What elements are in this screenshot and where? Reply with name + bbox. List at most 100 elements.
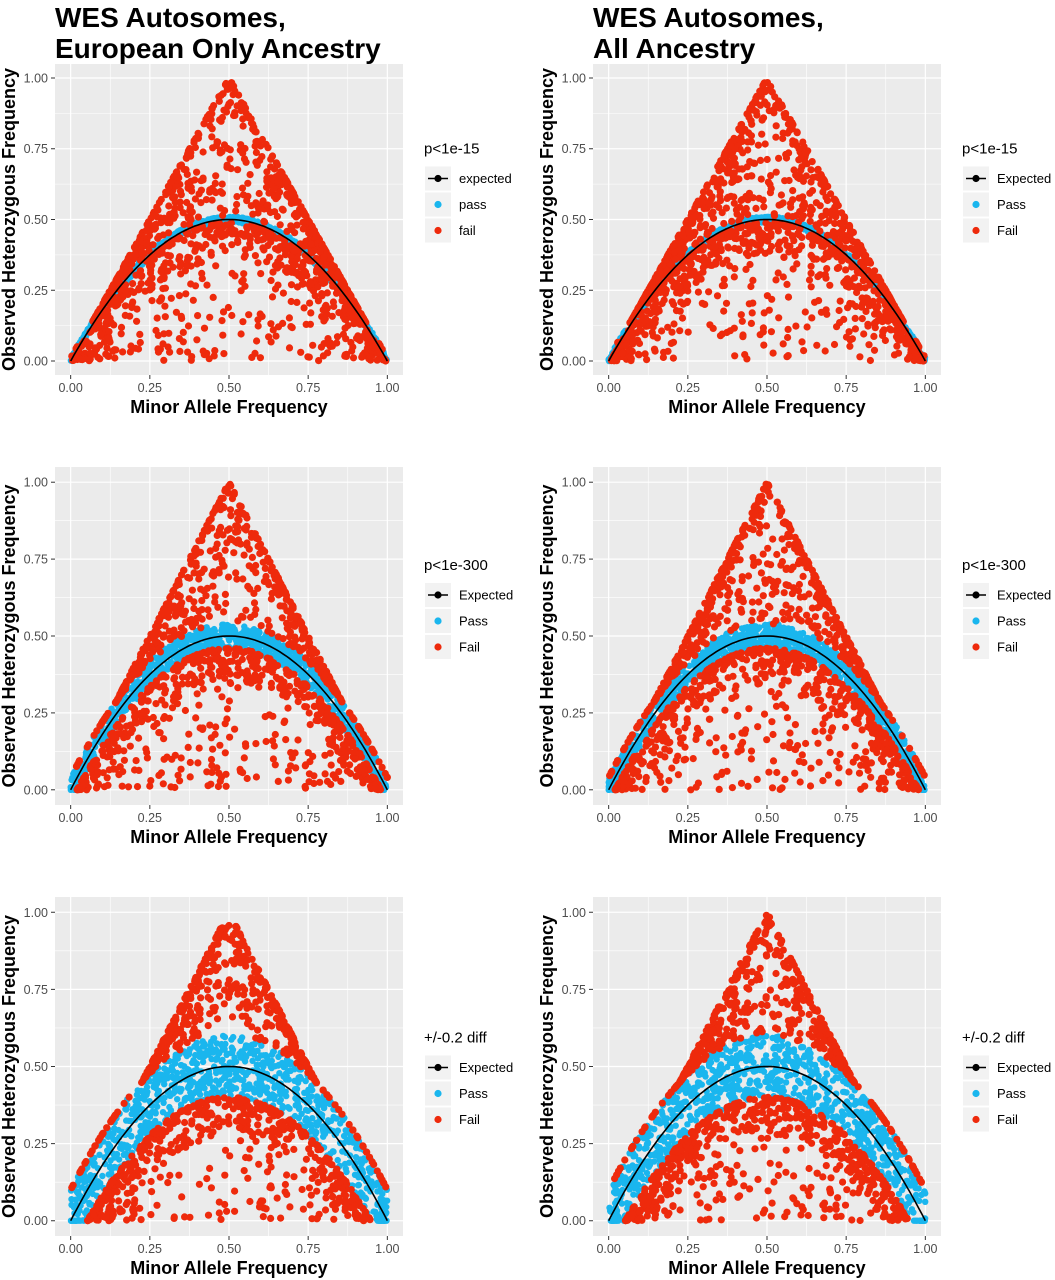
- fail-point: [728, 217, 736, 225]
- left-column-title: WES Autosomes, European Only Ancestry: [55, 2, 381, 64]
- fail-point: [708, 224, 716, 233]
- fail-point: [827, 231, 836, 239]
- fail-point: [715, 254, 723, 262]
- fail-point: [723, 328, 731, 337]
- fail-point: [216, 204, 224, 212]
- fail-point: [834, 264, 842, 272]
- fail-point: [651, 347, 659, 355]
- x-tick-label: 0.75: [834, 381, 858, 395]
- x-tick-label: 0.25: [676, 381, 700, 395]
- fail-point: [748, 238, 756, 246]
- fail-point: [881, 336, 890, 345]
- fail-point: [349, 354, 358, 362]
- fail-point: [789, 196, 797, 204]
- fail-point: [159, 340, 167, 348]
- fail-point: [290, 247, 298, 255]
- fail-point: [110, 346, 119, 354]
- fail-point: [137, 280, 145, 288]
- fail-point: [133, 317, 141, 325]
- y-tick-label: 0.50: [24, 630, 48, 644]
- fail-point: [167, 294, 175, 302]
- fail-point: [299, 261, 307, 269]
- fail-point: [846, 336, 854, 344]
- fail-point: [842, 237, 850, 245]
- fail-point: [267, 338, 275, 346]
- fail-point: [167, 178, 175, 186]
- fail-point: [743, 173, 751, 181]
- fail-point: [817, 308, 826, 316]
- fail-point: [191, 195, 199, 203]
- fail-point: [279, 206, 287, 214]
- fail-point: [840, 315, 848, 323]
- fail-point: [86, 349, 94, 357]
- fail-point: [701, 300, 709, 308]
- fail-point: [200, 324, 209, 332]
- fail-point: [328, 261, 336, 269]
- legend-label-fail: fail: [459, 223, 476, 238]
- fail-point: [184, 322, 193, 330]
- fail-point: [152, 220, 160, 228]
- fail-point: [745, 300, 753, 308]
- fail-point: [240, 155, 249, 163]
- fail-point: [670, 300, 678, 309]
- fail-point: [291, 269, 299, 277]
- fail-point: [795, 145, 803, 153]
- fail-point: [669, 354, 678, 362]
- fail-point: [751, 159, 759, 167]
- legend-key-dot: [972, 174, 980, 183]
- fail-point: [784, 325, 792, 333]
- fail-point: [309, 287, 318, 295]
- y-tick-label: 1.00: [562, 71, 586, 85]
- fail-point: [130, 243, 139, 251]
- fail-point: [739, 331, 747, 339]
- fail-point: [748, 120, 756, 128]
- fail-point: [809, 174, 817, 182]
- fail-point: [191, 282, 200, 290]
- fail-point: [265, 253, 274, 261]
- fail-point: [686, 234, 694, 242]
- fail-point: [287, 222, 295, 230]
- fail-point: [144, 218, 153, 226]
- y-axis-title: Observed Heterozygous Frequency: [537, 68, 557, 371]
- fail-point: [342, 335, 350, 343]
- fail-point: [258, 135, 266, 144]
- fail-point: [802, 149, 810, 157]
- fail-point: [136, 338, 144, 347]
- fail-point: [252, 158, 260, 166]
- fail-point: [789, 187, 797, 195]
- fail-point: [768, 295, 776, 303]
- fail-point: [709, 208, 717, 216]
- fail-point: [717, 177, 725, 185]
- fail-point: [763, 155, 771, 164]
- fail-point: [750, 221, 758, 229]
- fail-point: [187, 356, 195, 364]
- fail-point: [326, 339, 335, 347]
- fail-point: [789, 265, 797, 273]
- fail-point: [267, 276, 275, 285]
- fail-point: [305, 353, 313, 361]
- fail-point: [813, 341, 821, 349]
- fail-point: [165, 229, 173, 237]
- fail-point: [745, 113, 753, 121]
- x-tick-label: 0.75: [296, 381, 320, 395]
- fail-point: [879, 328, 887, 336]
- fail-point: [627, 355, 635, 363]
- fail-point: [188, 208, 196, 216]
- fail-point: [126, 348, 134, 356]
- fail-point: [765, 107, 773, 115]
- fail-point: [307, 309, 315, 317]
- fail-point: [161, 313, 169, 321]
- fail-point: [730, 199, 738, 207]
- fail-point: [656, 267, 664, 275]
- fail-point: [732, 206, 741, 214]
- fail-point: [182, 290, 190, 298]
- fail-point: [807, 231, 815, 239]
- fail-point: [677, 298, 685, 306]
- fail-point: [202, 196, 210, 204]
- y-tick-label: 0.75: [562, 142, 586, 156]
- fail-point: [306, 299, 314, 307]
- fail-point: [177, 191, 185, 199]
- fail-point: [861, 274, 869, 282]
- fail-point: [651, 308, 659, 316]
